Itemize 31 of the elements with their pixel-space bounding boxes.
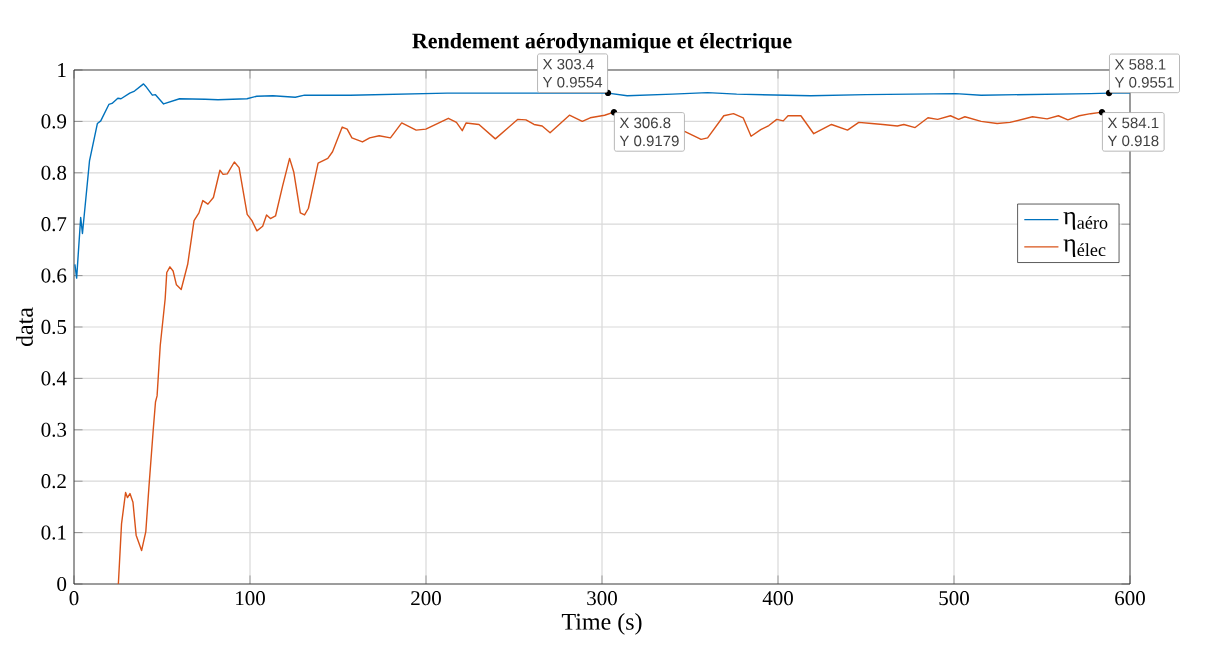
annotation: Y 0.918 bbox=[1107, 135, 1159, 147]
annotation: X 588.1 bbox=[1114, 59, 1166, 70]
x-tick-label: 100 bbox=[236, 591, 265, 606]
annotation: Y 0.9554 bbox=[542, 76, 603, 88]
y-tick-label: 0.1 bbox=[41, 525, 66, 540]
x-tick-label: 300 bbox=[587, 591, 617, 606]
y-tick-label: 0.2 bbox=[41, 474, 66, 489]
y-tick-label: 0.9 bbox=[41, 114, 67, 129]
y-tick-label: 0.5 bbox=[41, 319, 67, 335]
y-tick-label: 0.7 bbox=[41, 217, 67, 232]
y-tick-label: 0.4 bbox=[41, 371, 67, 386]
legend-label: η$_{aéro}$ bbox=[1063, 212, 1108, 230]
x-tick-label: 500 bbox=[939, 591, 969, 606]
x-tick-label: 600 bbox=[1115, 591, 1145, 606]
annotation: X 303.4 bbox=[542, 58, 594, 70]
y-tick-label: 0.8 bbox=[41, 165, 67, 180]
annotation: X 306.8 bbox=[619, 117, 671, 129]
x-tick-label: 400 bbox=[762, 591, 793, 606]
y-tick-label: 0.6 bbox=[41, 268, 67, 283]
x-tick-label: 200 bbox=[411, 591, 441, 606]
x-axis-title: Time (s) bbox=[561, 612, 642, 635]
legend-label: η$_{élec}$ bbox=[1063, 239, 1106, 258]
annotation: Y 0.9551 bbox=[1114, 77, 1174, 88]
y-tick-label: 0 bbox=[57, 576, 67, 592]
y-axis-title: data bbox=[16, 307, 33, 347]
annotation: Y 0.9179 bbox=[619, 135, 679, 147]
annotation: X 584.1 bbox=[1107, 117, 1159, 129]
y-tick-label: 1 bbox=[58, 63, 66, 77]
y-tick-label: 0.3 bbox=[41, 422, 67, 437]
x-tick-label: 0 bbox=[69, 591, 79, 606]
chart-title: Rendement aérodynamique et électrique bbox=[412, 32, 792, 53]
